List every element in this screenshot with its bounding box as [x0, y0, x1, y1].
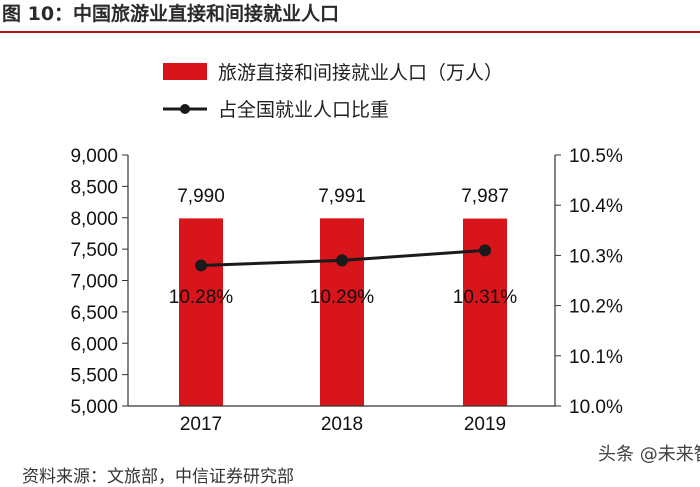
x-tick-label: 2019: [464, 414, 506, 435]
legend-label-bar: 旅游直接和间接就业人口（万人）: [218, 62, 503, 84]
line-point-2019: [479, 244, 491, 257]
right-tick-label: 10.2%: [569, 297, 623, 318]
left-tick-label: 6,000: [70, 334, 118, 355]
combo-chart: 旅游直接和间接就业人口（万人） 占全国就业人口比重 5,000 5,500 6,000 6…: [70, 62, 623, 435]
line-point-2017: [195, 259, 207, 272]
bar-value-label: 7,987: [461, 186, 509, 207]
right-tick-label: 10.4%: [569, 196, 623, 217]
legend-swatch-bar: [163, 63, 207, 80]
line-value-label: 10.28%: [169, 287, 234, 308]
right-tick-label: 10.0%: [569, 397, 623, 418]
legend-label-line: 占全国就业人口比重: [218, 99, 389, 121]
left-tick-label: 5,000: [70, 397, 118, 418]
bar-2018: [320, 218, 364, 406]
bar-2017: [179, 218, 223, 406]
figure-title: 图 10：中国旅游业直接和间接就业人口: [2, 3, 340, 25]
line-value-label: 10.29%: [310, 287, 375, 308]
left-tick-label: 6,500: [70, 303, 118, 324]
right-tick-label: 10.5%: [569, 146, 623, 167]
left-tick-label: 9,000: [70, 146, 118, 167]
x-tick-label: 2017: [180, 414, 222, 435]
left-tick-label: 7,000: [70, 272, 118, 293]
line-value-label: 10.31%: [453, 287, 518, 308]
left-tick-label: 7,500: [70, 240, 118, 261]
x-tick-label: 2018: [321, 414, 363, 435]
right-tick-label: 10.3%: [569, 246, 623, 267]
left-tick-label: 8,000: [70, 209, 118, 230]
left-tick-label: 5,500: [70, 366, 118, 387]
title-rule: [0, 31, 700, 33]
watermark: 头条 @未来智库: [598, 444, 700, 465]
source-note: 资料来源：文旅部，中信证券研究部: [22, 467, 294, 487]
right-tick-label: 10.1%: [569, 347, 623, 368]
line-point-2018: [336, 254, 348, 267]
bar-value-label: 7,990: [177, 186, 225, 207]
bar-value-label: 7,991: [318, 186, 366, 207]
left-tick-label: 8,500: [70, 177, 118, 198]
legend-swatch-marker: [180, 104, 190, 114]
